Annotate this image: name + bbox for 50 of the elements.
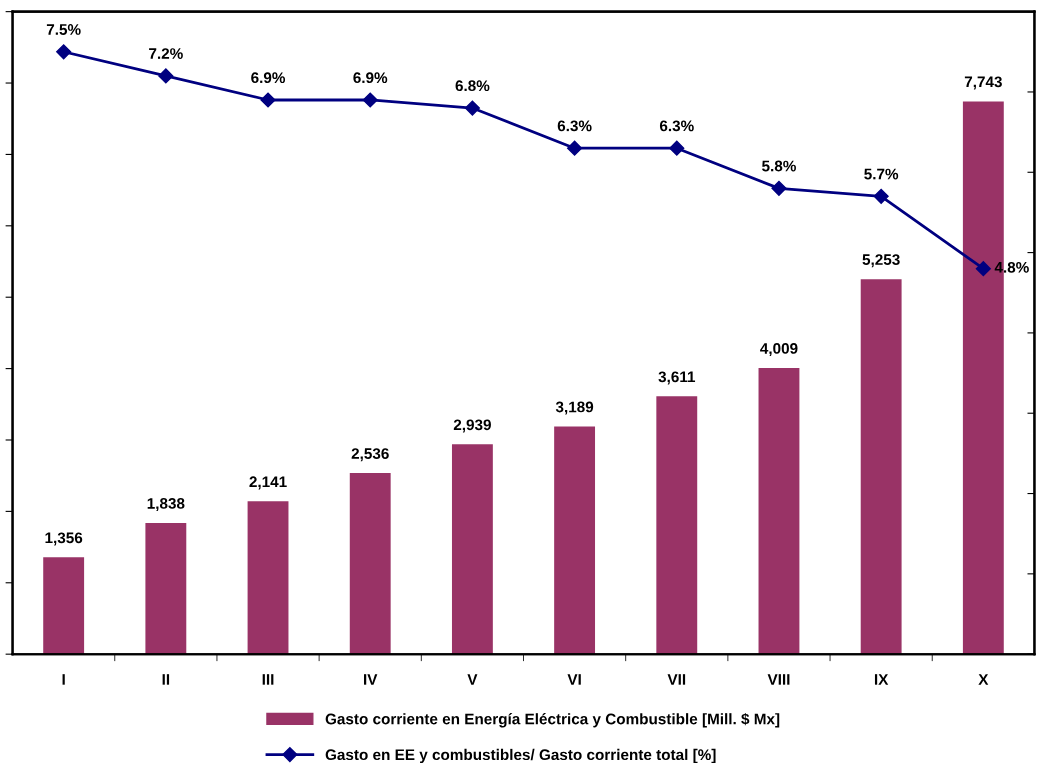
point — [873, 188, 889, 204]
point — [975, 261, 991, 277]
x-tick-label: I — [62, 674, 65, 685]
data-label: 6.9% — [353, 72, 388, 84]
data-label: 3,189 — [555, 401, 594, 415]
data-label: 6.8% — [455, 80, 490, 92]
point — [260, 92, 276, 108]
data-label: 5,253 — [862, 254, 900, 268]
data-label: 1,356 — [45, 532, 83, 546]
legend-label: Gasto en EE y combustibles/ Gasto corriente total [%] — [325, 748, 716, 764]
x-tick-label: VI — [567, 674, 581, 685]
x-tick-label: II — [162, 674, 170, 685]
point — [56, 44, 72, 60]
x-tick-label: IX — [874, 674, 889, 685]
data-label: 5.7% — [864, 168, 899, 180]
point — [669, 140, 685, 156]
data-label: 7.2% — [149, 48, 183, 59]
data-label: 4,009 — [760, 343, 798, 357]
data-label: 3,611 — [658, 371, 696, 385]
data-label: 5.8% — [762, 160, 796, 172]
point — [362, 92, 378, 108]
point — [158, 68, 174, 84]
bar — [860, 279, 902, 655]
bar — [43, 557, 85, 655]
data-label: 6.3% — [557, 120, 592, 132]
data-label: 6.3% — [659, 120, 694, 132]
bar — [451, 444, 493, 655]
bar — [145, 522, 187, 655]
data-label: 7.5% — [46, 24, 81, 35]
x-tick-label: VII — [667, 674, 686, 685]
bar — [656, 396, 698, 655]
point — [567, 140, 583, 156]
x-tick-label: V — [467, 674, 478, 685]
bar — [758, 367, 800, 655]
x-tick-label: X — [978, 674, 989, 685]
point — [771, 180, 787, 196]
data-label: 7,743 — [964, 76, 1002, 90]
data-label: 2,141 — [249, 476, 287, 490]
data-label: 2,536 — [351, 448, 389, 462]
x-tick-label: IV — [364, 674, 378, 685]
data-label: 6.9% — [251, 72, 286, 84]
bar — [349, 473, 391, 655]
bar — [247, 501, 289, 655]
bar — [554, 426, 596, 655]
x-tick-label: VIII — [767, 674, 790, 685]
point — [464, 100, 480, 116]
data-label: 1,838 — [147, 498, 185, 512]
data-label: 2,939 — [453, 419, 491, 433]
x-tick-label: III — [262, 674, 274, 685]
legend-label: Gasto corriente en Energía Eléctrica y Combustible [Mill. $ Mx] — [325, 712, 780, 728]
